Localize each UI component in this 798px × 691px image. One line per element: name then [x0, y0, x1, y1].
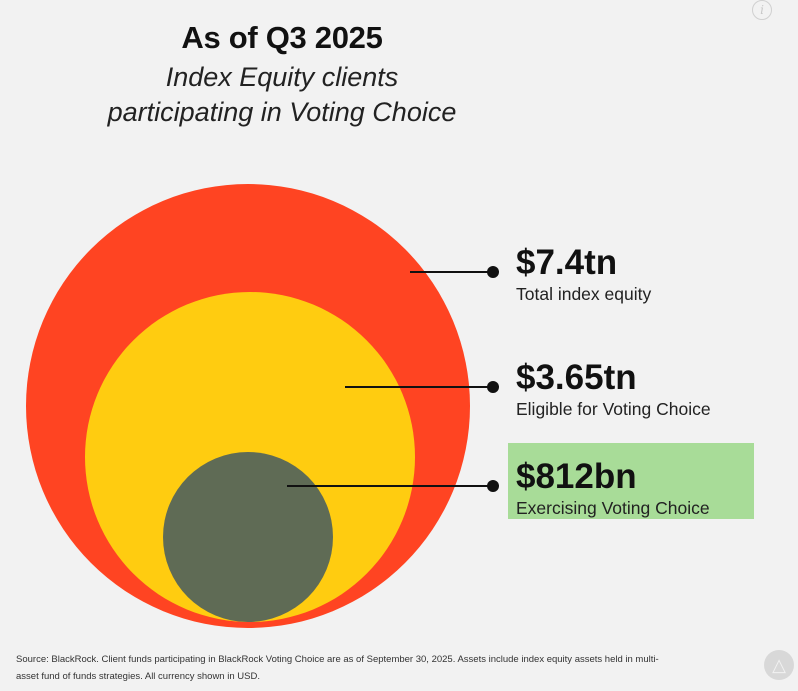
- caption-total-index-equity: Total index equity: [516, 284, 651, 304]
- circle-exercising-voting-choice: [163, 452, 333, 622]
- page-subtitle: Index Equity clients participating in Vo…: [0, 60, 564, 130]
- info-icon[interactable]: i: [752, 0, 772, 20]
- footnote-line-2: asset fund of funds strategies. All curr…: [16, 671, 260, 682]
- page-title: As of Q3 2025: [181, 20, 383, 55]
- value-label-total-index-equity: $7.4tn: [516, 243, 617, 282]
- leader-dot-total-index-equity: [487, 266, 499, 278]
- caption-exercising-voting-choice: Exercising Voting Choice: [516, 498, 710, 518]
- value-label-eligible-voting-choice: $3.65tn: [516, 358, 637, 397]
- leader-dot-exercising-voting-choice: [487, 480, 499, 492]
- source-footnote: Source: BlackRock. Client funds particip…: [16, 651, 726, 685]
- brand-logo-icon: △: [764, 650, 794, 680]
- leader-dot-eligible-voting-choice: [487, 381, 499, 393]
- highlight-box: [508, 443, 754, 519]
- caption-eligible-voting-choice: Eligible for Voting Choice: [516, 399, 711, 419]
- value-label-exercising-voting-choice: $812bn: [516, 457, 637, 496]
- subtitle-line-2: participating in Voting Choice: [107, 97, 457, 127]
- footnote-line-1: Source: BlackRock. Client funds particip…: [16, 654, 659, 665]
- subtitle-line-1: Index Equity clients: [165, 62, 399, 92]
